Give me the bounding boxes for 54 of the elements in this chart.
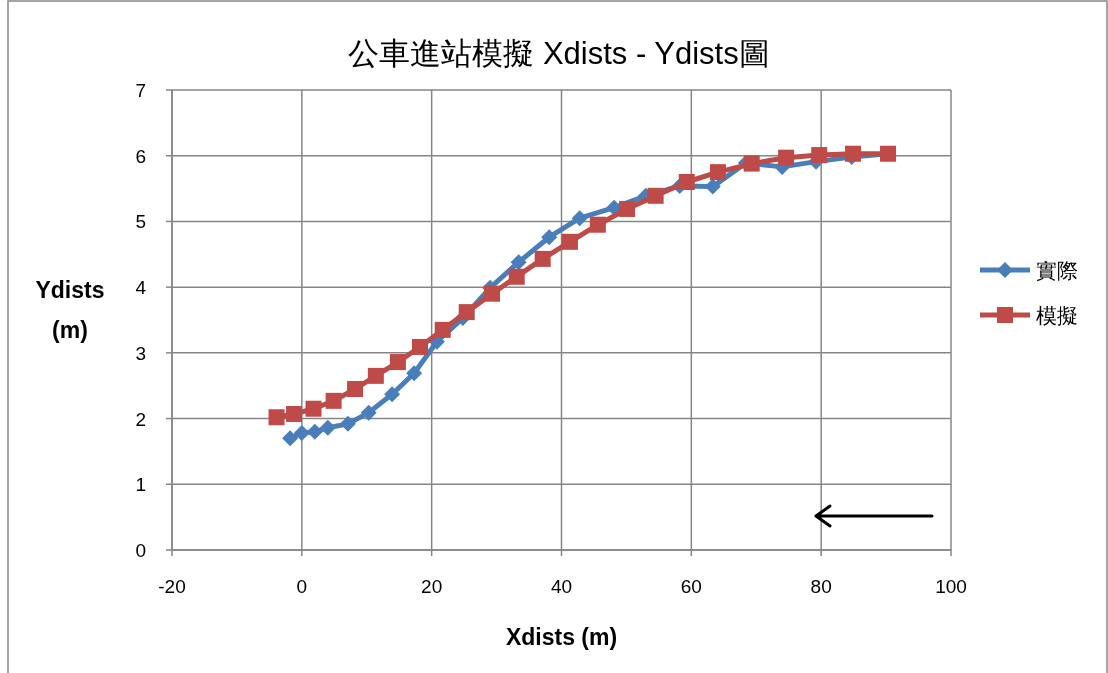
x-tick-label: 100: [935, 576, 967, 597]
point: [367, 367, 384, 384]
point: [339, 415, 356, 432]
point: [571, 210, 588, 227]
y-tick-label: 1: [135, 474, 146, 496]
point: [347, 381, 364, 397]
point: [406, 365, 423, 382]
point: [411, 338, 428, 355]
point: [678, 174, 695, 190]
x-tick-label: -20: [158, 576, 186, 597]
point: [778, 149, 795, 166]
point: [589, 216, 606, 233]
point: [811, 147, 828, 164]
point: [268, 409, 285, 426]
chart-title: 公車進站模擬 Xdists - Ydists圖: [348, 36, 770, 71]
legend-label: 模擬: [1036, 304, 1078, 327]
point: [619, 200, 636, 217]
y-tick-label: 2: [135, 408, 146, 430]
point: [305, 400, 322, 417]
point: [360, 404, 377, 421]
point: [484, 285, 501, 302]
legend-label: 實際: [1036, 259, 1078, 282]
x-axis-title: Xdists (m): [505, 624, 618, 650]
point: [286, 405, 303, 422]
point: [541, 229, 558, 246]
point: [319, 419, 336, 436]
point: [325, 392, 342, 409]
point: [709, 164, 726, 181]
point: [561, 233, 578, 250]
point: [534, 250, 551, 267]
point: [743, 155, 760, 172]
y-tick-label: 4: [135, 277, 147, 299]
x-tick-label: 80: [810, 576, 832, 597]
point: [508, 268, 525, 285]
point: [282, 430, 299, 447]
point: [458, 304, 475, 321]
y-axis-title: Ydists (m): [34, 276, 106, 345]
point: [510, 254, 527, 271]
y-tick-label: 7: [135, 80, 146, 101]
x-tick-label: 40: [550, 576, 573, 597]
x-tick-label: 60: [680, 576, 702, 597]
y-tick-label: 0: [135, 540, 146, 561]
y-tick-label: 5: [135, 211, 146, 233]
y-tick-label: 6: [135, 145, 146, 167]
x-tick-label: 0: [296, 576, 308, 597]
x-tick-label: 20: [421, 576, 443, 597]
point: [844, 145, 861, 162]
point: [389, 354, 406, 371]
point: [293, 425, 310, 442]
point: [384, 386, 401, 403]
point: [434, 321, 451, 338]
point: [647, 187, 664, 204]
point: [306, 423, 323, 440]
y-tick-label: 3: [135, 342, 146, 364]
